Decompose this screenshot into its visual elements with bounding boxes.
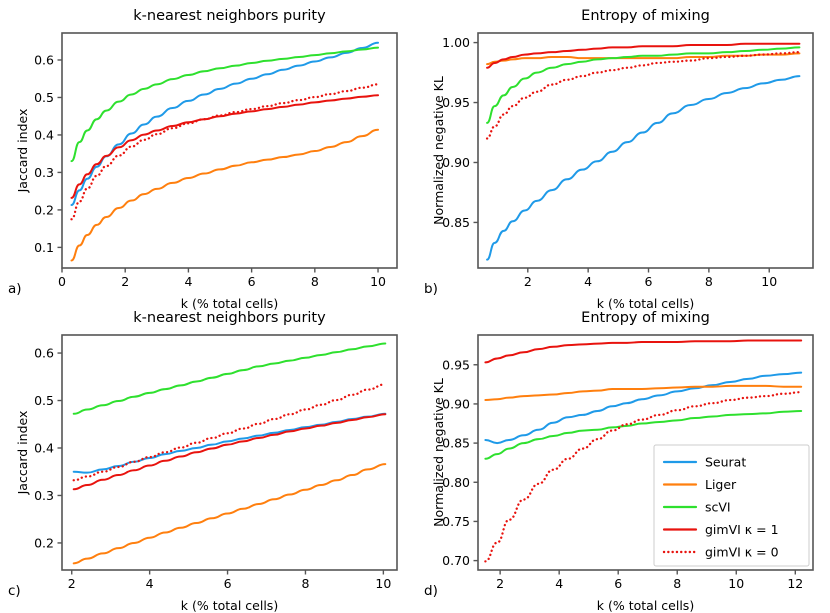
y-tick-label: 0.3	[34, 165, 54, 180]
x-tick-label: 2	[68, 576, 76, 591]
x-tick-label: 4	[184, 274, 192, 289]
x-tick-label: 6	[614, 576, 622, 591]
x-tick-label: 2	[524, 274, 532, 289]
panel-letter-b: b)	[424, 281, 438, 297]
panel-letter-d: d)	[424, 583, 438, 599]
series-line-gimvi-0	[70, 83, 380, 221]
legend-label: scVI	[705, 500, 731, 515]
series-line-scvi	[486, 46, 801, 124]
legend: Seurat Liger scVI gimVI κ = 1 gimVI κ = 0	[653, 444, 810, 567]
y-tick-label: 0.2	[34, 202, 54, 217]
y-tick-label: 0.80	[442, 475, 470, 490]
series-line-liger	[484, 384, 803, 402]
series-line-scvi	[484, 409, 803, 460]
x-tick-label: 6	[224, 576, 232, 591]
series-line-liger	[70, 128, 380, 262]
x-axis-label: k (% total cells)	[180, 296, 279, 311]
legend-label: gimVI κ = 1	[705, 522, 779, 537]
x-tick-label: 4	[146, 576, 154, 591]
y-tick-label: 0.4	[34, 127, 54, 142]
x-tick-label: 4	[584, 274, 592, 289]
x-tick-label: 8	[673, 576, 681, 591]
x-tick-label: 0	[58, 274, 66, 289]
y-tick-label: 0.1	[34, 240, 54, 255]
series-line-gimvi-0	[72, 383, 387, 482]
panel-letter-a: a)	[8, 281, 22, 297]
x-tick-label: 6	[248, 274, 256, 289]
x-tick-label: 10	[761, 274, 777, 289]
y-tick-label: 0.3	[34, 488, 54, 503]
y-tick-label: 0.70	[442, 553, 470, 568]
x-axis-label: k (% total cells)	[596, 296, 695, 311]
y-tick-label: 0.75	[442, 514, 470, 529]
x-tick-label: 8	[311, 274, 319, 289]
panel-title: k-nearest neighbors purity	[133, 8, 326, 24]
legend-label: Seurat	[705, 455, 746, 470]
series-line-gimvi-1	[484, 339, 803, 364]
x-tick-label: 10	[370, 274, 386, 289]
series-line-scvi	[72, 342, 387, 415]
y-tick-label: 0.90	[442, 155, 470, 170]
legend-label: Liger	[705, 477, 737, 492]
panel-title: Entropy of mixing	[581, 8, 710, 24]
y-tick-label: 0.6	[34, 346, 54, 361]
y-tick-label: 0.4	[34, 440, 54, 455]
x-tick-label: 2	[496, 576, 504, 591]
series-line-gimvi-1	[486, 42, 801, 69]
y-tick-label: 0.85	[442, 215, 470, 230]
panel-title: Entropy of mixing	[581, 310, 710, 326]
x-tick-label: 6	[645, 274, 653, 289]
y-tick-label: 0.5	[34, 90, 54, 105]
y-tick-label: 0.95	[442, 95, 470, 110]
series-line-scvi	[70, 46, 380, 163]
series-line-seurat	[484, 371, 803, 445]
y-tick-label: 0.5	[34, 393, 54, 408]
x-tick-label: 8	[705, 274, 713, 289]
series-line-seurat	[486, 75, 801, 261]
y-tick-label: 0.90	[442, 396, 470, 411]
y-tick-label: 1.00	[442, 35, 470, 50]
y-tick-label: 0.6	[34, 52, 54, 67]
legend-label: gimVI κ = 0	[705, 545, 779, 560]
series-line-gimvi-1	[72, 413, 387, 491]
series-line-gimvi-0	[484, 391, 803, 563]
x-tick-label: 2	[121, 274, 129, 289]
x-tick-label: 8	[301, 576, 309, 591]
x-tick-label: 4	[555, 576, 563, 591]
panel-letter-c: c)	[8, 583, 21, 599]
y-tick-label: 0.95	[442, 357, 470, 372]
x-tick-label: 10	[728, 576, 744, 591]
series-line-gimvi-0	[485, 51, 801, 140]
y-tick-label: 0.2	[34, 535, 54, 550]
panel-title: k-nearest neighbors purity	[133, 310, 326, 326]
x-tick-label: 12	[787, 576, 803, 591]
x-tick-label: 10	[375, 576, 391, 591]
series-line-liger	[72, 463, 387, 565]
y-tick-label: 0.85	[442, 436, 470, 451]
